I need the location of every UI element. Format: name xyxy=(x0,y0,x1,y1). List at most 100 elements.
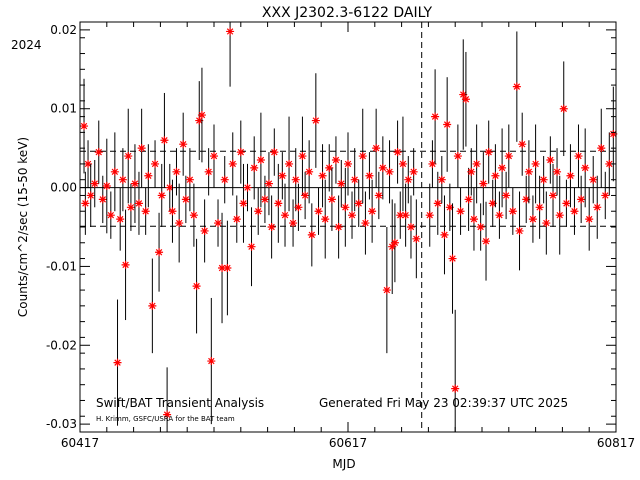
data-point-marker xyxy=(425,211,434,220)
data-point-marker xyxy=(609,129,618,138)
data-point-marker xyxy=(456,207,465,216)
data-point-marker xyxy=(163,410,172,419)
data-point-marker xyxy=(181,195,190,204)
data-point-marker xyxy=(566,171,575,180)
data-point-marker xyxy=(515,226,524,235)
data-point-marker xyxy=(301,191,310,200)
data-point-marker xyxy=(200,226,209,235)
data-point-marker xyxy=(124,152,133,161)
data-point-marker xyxy=(398,159,407,168)
data-point-marker xyxy=(504,152,513,161)
data-point-marker xyxy=(247,242,256,251)
data-point-marker xyxy=(325,163,334,172)
data-point-marker xyxy=(469,215,478,224)
data-point-marker xyxy=(361,219,370,228)
data-point-marker xyxy=(267,223,276,231)
data-point-marker xyxy=(113,358,122,367)
data-point-marker xyxy=(81,199,90,208)
plot-area: -0.03 -0.02 -0.01 0.00 0.01 0.02 60417 60617 608… xyxy=(46,21,635,450)
data-point-marker xyxy=(378,163,387,172)
data-point-marker xyxy=(274,199,283,208)
data-point-marker xyxy=(393,148,402,157)
data-point-marker xyxy=(535,203,544,212)
data-point-marker xyxy=(559,104,568,113)
data-point-marker xyxy=(106,211,115,220)
x-axis-label: MJD xyxy=(332,457,355,471)
x-tick-label: 60417 xyxy=(61,436,99,450)
data-point-marker xyxy=(374,191,383,200)
data-point-marker xyxy=(404,175,413,184)
footer-right-note: Generated Fri May 23 02:39:37 UTC 2025 xyxy=(319,396,568,410)
data-point-marker xyxy=(585,215,594,224)
data-point-marker xyxy=(472,159,481,168)
data-point-marker xyxy=(593,203,602,212)
y-tick-label: 0.00 xyxy=(50,181,77,195)
data-point-marker xyxy=(354,199,363,208)
x-tick-label: 60817 xyxy=(597,436,635,450)
plot-frame xyxy=(79,21,617,433)
y-tick-label: -0.02 xyxy=(46,338,77,352)
data-point-marker xyxy=(228,159,237,168)
data-point-marker xyxy=(443,120,452,129)
data-point-marker xyxy=(192,282,201,291)
data-point-marker xyxy=(307,230,316,239)
data-point-marker xyxy=(401,211,410,220)
data-point-marker xyxy=(522,195,531,204)
data-point-marker xyxy=(144,171,153,180)
data-point-marker xyxy=(260,195,269,204)
data-point-marker xyxy=(479,179,488,188)
data-point-marker xyxy=(278,171,287,180)
data-point-marker xyxy=(476,223,485,231)
data-point-marker xyxy=(358,152,367,161)
data-point-marker xyxy=(243,183,252,192)
data-point-marker xyxy=(157,191,166,200)
data-point-marker xyxy=(118,175,127,184)
y-axis-label: Counts/cm^2/sec (15-50 keV) xyxy=(16,137,30,317)
data-point-marker xyxy=(270,148,279,157)
data-point-marker xyxy=(577,195,586,204)
data-point-marker xyxy=(390,238,399,247)
data-point-marker xyxy=(555,211,564,220)
data-point-marker xyxy=(461,95,470,104)
data-point-marker xyxy=(431,112,440,121)
data-point-marker xyxy=(134,199,143,208)
data-point-marker xyxy=(148,301,157,310)
data-point-marker xyxy=(250,163,259,172)
data-point-marker xyxy=(84,159,93,168)
data-point-marker xyxy=(396,211,405,220)
data-point-marker xyxy=(365,171,374,180)
data-point-marker xyxy=(94,148,103,157)
data-point-marker xyxy=(605,159,614,168)
data-point-marker xyxy=(220,175,229,184)
data-point-marker xyxy=(256,155,265,164)
data-point-marker xyxy=(141,207,150,216)
data-point-marker xyxy=(464,195,473,204)
data-point-marker xyxy=(433,199,442,208)
data-point-marker xyxy=(542,219,551,228)
data-point-marker xyxy=(502,191,511,200)
data-point-marker xyxy=(484,148,493,157)
data-point-marker xyxy=(327,195,336,204)
data-point-marker xyxy=(314,207,323,216)
data-point-marker xyxy=(488,199,497,208)
data-point-marker xyxy=(130,179,139,188)
data-point-marker xyxy=(204,167,213,176)
data-point-marker xyxy=(445,203,454,212)
data-point-marker xyxy=(409,167,418,176)
data-point-marker xyxy=(337,179,346,188)
data-point-marker xyxy=(179,140,188,149)
data-point-marker xyxy=(372,144,381,153)
data-point-marker xyxy=(459,90,468,99)
data-point-marker xyxy=(218,264,227,272)
data-point-marker xyxy=(264,179,273,188)
data-point-marker xyxy=(281,211,290,220)
data-point-marker xyxy=(368,207,377,216)
chart-title: XXX J2302.3-6122 DAILY xyxy=(262,5,433,21)
data-point-marker xyxy=(185,175,194,184)
data-point-marker xyxy=(412,234,421,243)
data-point-marker xyxy=(518,140,527,149)
data-point-marker xyxy=(189,211,198,220)
data-point-marker xyxy=(453,152,462,161)
data-point-marker xyxy=(214,219,223,228)
